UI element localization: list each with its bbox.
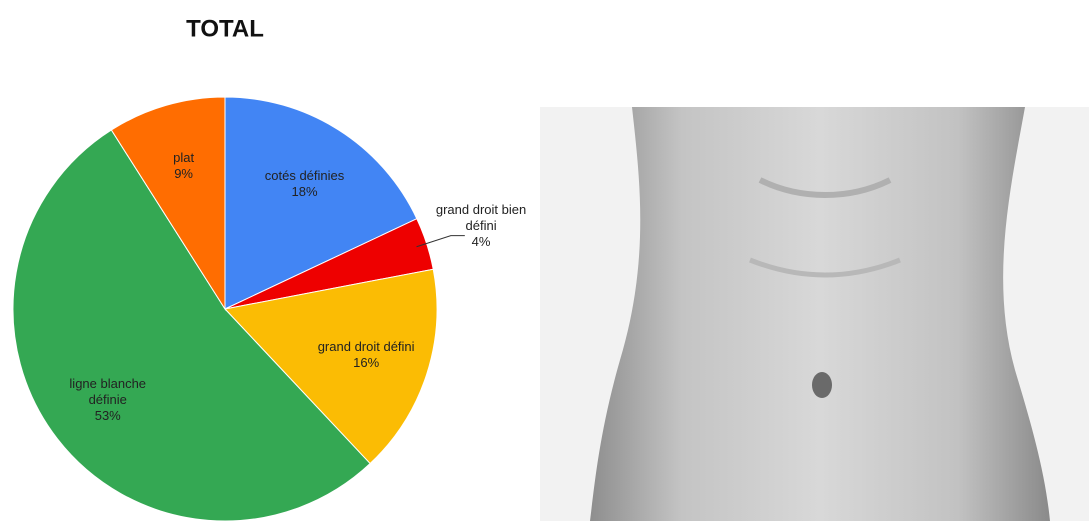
slice-name: grand droit bien défini bbox=[435, 201, 527, 233]
chart-title: TOTAL bbox=[186, 15, 264, 42]
slice-name: ligne blanche définie bbox=[69, 375, 147, 407]
leader-line bbox=[416, 235, 465, 248]
slice-percent: 9% bbox=[174, 166, 193, 182]
slice-label: grand droit bien défini 4% bbox=[420, 202, 542, 250]
slice-percent: 4% bbox=[471, 233, 491, 249]
photo bbox=[540, 107, 1089, 521]
slice-label: cotés définies 18% bbox=[255, 168, 355, 200]
pie-slice bbox=[110, 96, 226, 311]
slice-label: plat 9% bbox=[134, 150, 234, 182]
pie-slice bbox=[12, 129, 371, 521]
slice-percent: 16% bbox=[353, 354, 380, 370]
slice-label: grand droit défini 16% bbox=[316, 339, 416, 371]
slice-percent: 53% bbox=[94, 407, 121, 423]
pie-slice bbox=[224, 96, 418, 310]
slice-name: grand droit défini bbox=[317, 338, 415, 354]
slice-name: plat bbox=[173, 150, 195, 166]
pie-slice bbox=[224, 268, 438, 465]
slice-name: cotés définies bbox=[264, 167, 345, 183]
slice-label: ligne blanche définie 53% bbox=[58, 376, 158, 424]
slice-percent: 18% bbox=[291, 183, 318, 199]
